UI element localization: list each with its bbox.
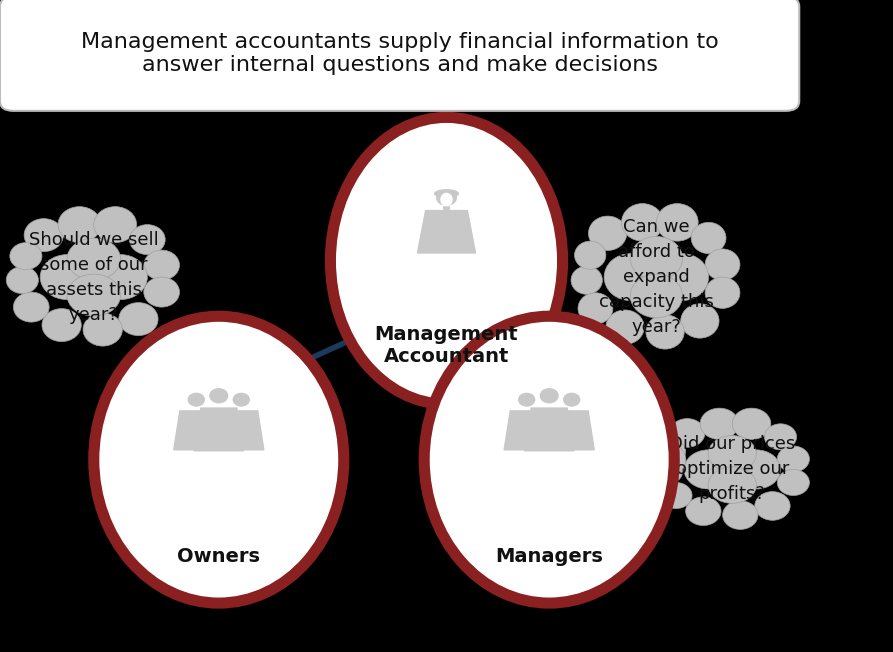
Ellipse shape	[209, 388, 229, 404]
Polygon shape	[194, 408, 244, 451]
Ellipse shape	[434, 189, 459, 198]
Ellipse shape	[63, 251, 125, 303]
Ellipse shape	[732, 450, 780, 489]
Ellipse shape	[10, 243, 42, 270]
Ellipse shape	[680, 304, 719, 338]
Ellipse shape	[732, 408, 771, 439]
Ellipse shape	[588, 216, 627, 250]
Polygon shape	[418, 211, 475, 253]
Ellipse shape	[24, 218, 63, 252]
Ellipse shape	[58, 207, 101, 243]
Text: Should we sell
some of our
assets this
year?: Should we sell some of our assets this y…	[29, 231, 159, 323]
FancyBboxPatch shape	[0, 0, 799, 111]
Ellipse shape	[67, 274, 121, 316]
Ellipse shape	[144, 250, 179, 280]
Ellipse shape	[94, 316, 344, 603]
Ellipse shape	[518, 393, 536, 407]
Ellipse shape	[232, 393, 250, 407]
Ellipse shape	[436, 190, 457, 206]
Ellipse shape	[605, 310, 644, 344]
Ellipse shape	[13, 292, 49, 322]
Ellipse shape	[330, 117, 563, 404]
Ellipse shape	[684, 450, 732, 489]
Ellipse shape	[708, 467, 756, 503]
Ellipse shape	[67, 238, 121, 280]
Ellipse shape	[174, 387, 201, 411]
Ellipse shape	[6, 267, 38, 293]
Ellipse shape	[188, 393, 205, 407]
Text: Owners: Owners	[178, 546, 260, 566]
Ellipse shape	[670, 419, 705, 447]
Ellipse shape	[691, 222, 726, 254]
Ellipse shape	[705, 277, 740, 308]
Ellipse shape	[777, 446, 809, 472]
Text: Management
Accountant: Management Accountant	[375, 325, 518, 366]
Ellipse shape	[646, 315, 684, 349]
Ellipse shape	[574, 241, 605, 269]
Ellipse shape	[571, 266, 603, 294]
Text: Did our prices
optimize our
profits?: Did our prices optimize our profits?	[669, 436, 796, 503]
Text: Can we
afford to
expand
capacity this
year?: Can we afford to expand capacity this ye…	[599, 218, 714, 336]
Polygon shape	[549, 411, 594, 450]
Ellipse shape	[440, 193, 453, 207]
Ellipse shape	[539, 388, 559, 404]
Ellipse shape	[686, 497, 721, 526]
Polygon shape	[219, 411, 263, 450]
Text: Management accountants supply financial information to
answer internal questions: Management accountants supply financial …	[81, 32, 719, 75]
Ellipse shape	[144, 277, 179, 307]
Ellipse shape	[578, 293, 613, 324]
Ellipse shape	[443, 204, 450, 212]
Ellipse shape	[700, 408, 739, 439]
Ellipse shape	[42, 308, 81, 342]
Ellipse shape	[654, 460, 682, 484]
Polygon shape	[174, 411, 219, 450]
Ellipse shape	[563, 393, 580, 407]
Ellipse shape	[650, 443, 686, 476]
Ellipse shape	[558, 384, 585, 409]
Ellipse shape	[40, 254, 94, 300]
Ellipse shape	[83, 313, 122, 346]
Ellipse shape	[708, 436, 756, 472]
Ellipse shape	[705, 249, 740, 280]
Ellipse shape	[638, 458, 662, 479]
Ellipse shape	[656, 203, 698, 241]
Ellipse shape	[146, 360, 185, 396]
Ellipse shape	[604, 254, 656, 301]
Ellipse shape	[764, 424, 797, 450]
Polygon shape	[505, 411, 549, 450]
Ellipse shape	[129, 224, 165, 254]
Ellipse shape	[559, 357, 598, 393]
Ellipse shape	[755, 492, 790, 520]
Ellipse shape	[626, 250, 687, 304]
Ellipse shape	[656, 439, 686, 463]
Ellipse shape	[630, 237, 682, 280]
Ellipse shape	[660, 482, 692, 509]
Ellipse shape	[704, 447, 761, 492]
Ellipse shape	[622, 203, 663, 241]
Ellipse shape	[94, 207, 137, 243]
Ellipse shape	[656, 254, 708, 301]
Polygon shape	[524, 408, 574, 451]
Text: Managers: Managers	[496, 546, 603, 566]
Ellipse shape	[777, 469, 809, 496]
Ellipse shape	[94, 254, 147, 300]
Ellipse shape	[630, 274, 682, 318]
Ellipse shape	[722, 501, 758, 529]
Ellipse shape	[119, 303, 158, 336]
Ellipse shape	[424, 316, 674, 603]
